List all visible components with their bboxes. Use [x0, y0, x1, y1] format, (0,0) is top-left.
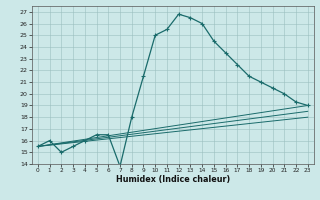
X-axis label: Humidex (Indice chaleur): Humidex (Indice chaleur) [116, 175, 230, 184]
